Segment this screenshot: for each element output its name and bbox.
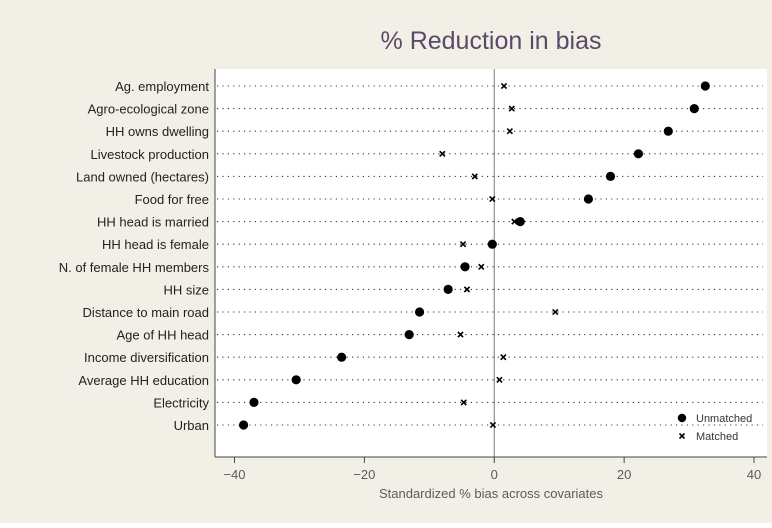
x-stroke [500, 82, 508, 90]
category-label: HH head is female [102, 237, 209, 252]
category-label: Electricity [153, 395, 209, 410]
matched-point [508, 105, 515, 112]
unmatched-point [249, 397, 259, 407]
x-stroke [496, 376, 503, 383]
legend: Unmatched Matched [677, 413, 752, 443]
category-label: HH owns dwelling [106, 124, 209, 139]
x-stroke [463, 286, 471, 293]
matched-point [511, 218, 518, 225]
x-stroke [471, 173, 478, 180]
unmatched-point [404, 330, 414, 340]
x-tick-label: −20 [353, 467, 375, 482]
unmatched-point [238, 420, 249, 430]
category-label: Livestock production [90, 147, 209, 162]
matched-point [459, 241, 467, 248]
category-label: Distance to main road [83, 305, 209, 320]
unmatched-point [605, 171, 616, 181]
x-axis-label: Standardized % bias across covariates [379, 486, 604, 501]
category-labels: Ag. employment Agro-ecological zone HH own… [59, 79, 210, 433]
unmatched-point [689, 104, 699, 114]
legend-label-unmatched: Unmatched [696, 413, 752, 425]
legend-label-matched: Matched [696, 431, 738, 443]
x-stroke [511, 218, 518, 225]
x-stroke [460, 399, 467, 406]
chart-title: % Reduction in bias [381, 27, 602, 55]
x-stroke [678, 432, 686, 440]
category-label: HH size [163, 282, 209, 297]
x-stroke [478, 263, 485, 270]
category-label: Food for free [135, 192, 209, 207]
unmatched-point [291, 375, 301, 385]
x-ticks: −40 −20 0 20 40 [223, 457, 761, 482]
category-label: HH head is married [97, 215, 209, 230]
legend-marker-unmatched [677, 413, 687, 423]
matched-point [500, 82, 508, 90]
matched-point [489, 195, 496, 203]
x-stroke [457, 331, 464, 338]
category-label: Agro-ecological zone [88, 102, 209, 117]
plot-area [215, 69, 767, 457]
unmatched-point [487, 239, 497, 249]
category-label: Age of HH head [116, 328, 209, 343]
x-tick-label: 0 [491, 467, 498, 482]
category-label: Urban [174, 418, 209, 433]
unmatched-point [663, 126, 673, 136]
matched-point [489, 421, 497, 429]
x-stroke [489, 421, 497, 429]
x-stroke [508, 105, 515, 112]
unmatched-point [700, 81, 710, 91]
category-label: Average HH education [78, 373, 209, 388]
unmatched-point [414, 307, 425, 317]
x-stroke [459, 241, 467, 248]
x-stroke [489, 195, 496, 203]
axes [214, 69, 767, 458]
unmatched-point [443, 284, 453, 294]
matched-point [506, 128, 513, 135]
matched-point [439, 150, 446, 157]
x-stroke [506, 128, 513, 135]
category-label: Income diversification [84, 350, 209, 365]
matched-point [552, 308, 559, 316]
category-label: Ag. employment [115, 79, 209, 94]
x-stroke [500, 354, 507, 361]
matched-point [471, 173, 478, 180]
matched-point [463, 286, 471, 293]
x-tick-label: 40 [747, 467, 761, 482]
x-stroke [552, 308, 559, 316]
matched-point [457, 331, 464, 338]
matched-point [460, 399, 467, 406]
x-tick-label: 20 [617, 467, 631, 482]
legend-marker-matched [678, 432, 686, 440]
unmatched-point [633, 149, 644, 159]
category-label: N. of female HH members [59, 260, 210, 275]
category-label: Land owned (hectares) [76, 169, 209, 184]
data-points [238, 81, 710, 430]
matched-point [478, 263, 485, 270]
x-stroke [439, 150, 446, 157]
unmatched-point [583, 194, 594, 204]
matched-point [500, 354, 507, 361]
unmatched-point [337, 352, 347, 362]
unmatched-point [460, 262, 470, 272]
x-tick-label: −40 [223, 467, 245, 482]
matched-point [496, 376, 503, 383]
unmatched-point [515, 217, 525, 227]
